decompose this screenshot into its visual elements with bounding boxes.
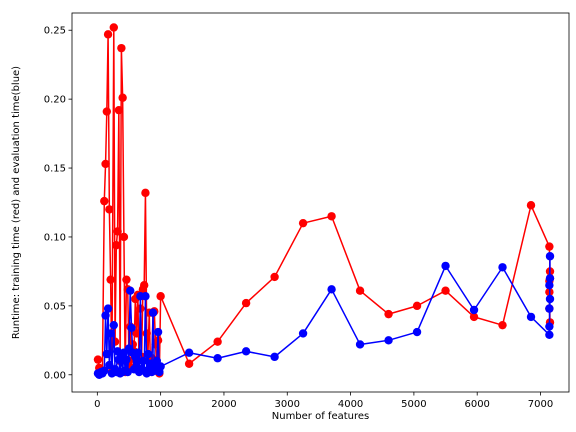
data-point: [441, 286, 450, 295]
data-point: [469, 305, 479, 315]
y-tick-label: 0.05: [44, 301, 66, 312]
data-point: [101, 311, 110, 320]
data-point: [119, 232, 129, 242]
data-point: [141, 292, 150, 301]
x-tick-label: 3000: [275, 399, 300, 410]
data-point: [153, 327, 163, 337]
data-point: [139, 280, 149, 290]
data-point: [526, 312, 536, 322]
data-point: [113, 227, 122, 236]
data-point: [184, 348, 194, 357]
data-point: [141, 188, 150, 198]
data-point: [441, 261, 450, 271]
x-tick-label: 5000: [401, 399, 426, 410]
data-point: [545, 242, 554, 251]
data-point: [545, 330, 554, 340]
y-axis-ticks: 0.00 0.05 0.10 0.15 0.20 0.25: [44, 26, 72, 381]
data-point: [106, 329, 115, 338]
data-point: [133, 348, 143, 357]
data-point: [102, 107, 112, 116]
data-point: [156, 362, 165, 371]
data-point: [241, 298, 251, 308]
data-point: [100, 196, 109, 206]
data-point: [143, 349, 153, 359]
data-point: [109, 23, 118, 32]
data-point: [127, 323, 136, 333]
x-tick-label: 6000: [464, 399, 489, 410]
data-point: [122, 275, 131, 284]
data-point: [105, 205, 114, 214]
data-point: [112, 241, 121, 250]
data-point: [148, 308, 158, 317]
data-point: [114, 105, 124, 115]
data-point: [118, 93, 127, 102]
y-tick-label: 0.25: [44, 26, 66, 37]
data-point: [184, 359, 194, 368]
data-point: [103, 304, 113, 313]
data-point: [327, 285, 336, 294]
data-point: [241, 347, 251, 356]
y-tick-label: 0.10: [44, 232, 66, 243]
data-point: [498, 320, 507, 330]
data-point: [355, 340, 365, 349]
series-layer: [93, 23, 555, 379]
data-point: [384, 336, 393, 345]
x-tick-label: 4000: [338, 399, 363, 410]
data-point: [123, 367, 132, 377]
data-point: [109, 320, 118, 330]
data-point: [132, 329, 141, 338]
data-point: [106, 275, 115, 284]
data-point: [213, 337, 222, 346]
x-tick-label: 7000: [528, 399, 553, 410]
data-point: [298, 329, 308, 338]
x-axis-ticks: 0 1000 2000 3000 4000 5000 6000 7000: [94, 392, 553, 410]
data-point: [545, 294, 555, 304]
data-point: [545, 304, 554, 313]
y-tick-label: 0.20: [44, 95, 66, 106]
x-tick-label: 0: [94, 399, 100, 410]
data-point: [270, 272, 279, 282]
data-point: [156, 292, 165, 301]
series-1: [93, 252, 555, 379]
data-point: [545, 322, 554, 331]
data-point: [412, 327, 422, 337]
data-point: [126, 286, 135, 295]
data-point: [526, 201, 536, 210]
data-point: [545, 252, 555, 261]
plot-frame: [71, 12, 570, 393]
data-point: [101, 159, 110, 169]
y-tick-label: 0.00: [44, 370, 66, 381]
data-point: [102, 349, 112, 359]
data-point: [498, 263, 507, 272]
data-point: [327, 212, 336, 221]
data-point: [469, 312, 479, 322]
data-point: [138, 356, 148, 366]
data-point: [298, 218, 308, 228]
x-tick-label: 1000: [148, 399, 173, 410]
data-point: [412, 301, 422, 311]
data-point: [93, 355, 103, 364]
y-tick-label: 0.15: [44, 164, 66, 175]
data-point: [103, 30, 113, 39]
data-point: [213, 354, 222, 363]
data-point: [545, 280, 554, 290]
x-axis-label: Number of features: [272, 411, 369, 422]
y-axis-label: Runtime: training time (red) and evaluat…: [11, 66, 22, 339]
data-point: [117, 43, 126, 53]
data-point: [384, 309, 393, 319]
data-point: [100, 366, 109, 375]
data-point: [355, 286, 365, 295]
data-point: [270, 352, 279, 362]
data-point: [122, 355, 131, 364]
x-tick-label: 2000: [211, 399, 236, 410]
data-point: [545, 274, 555, 283]
